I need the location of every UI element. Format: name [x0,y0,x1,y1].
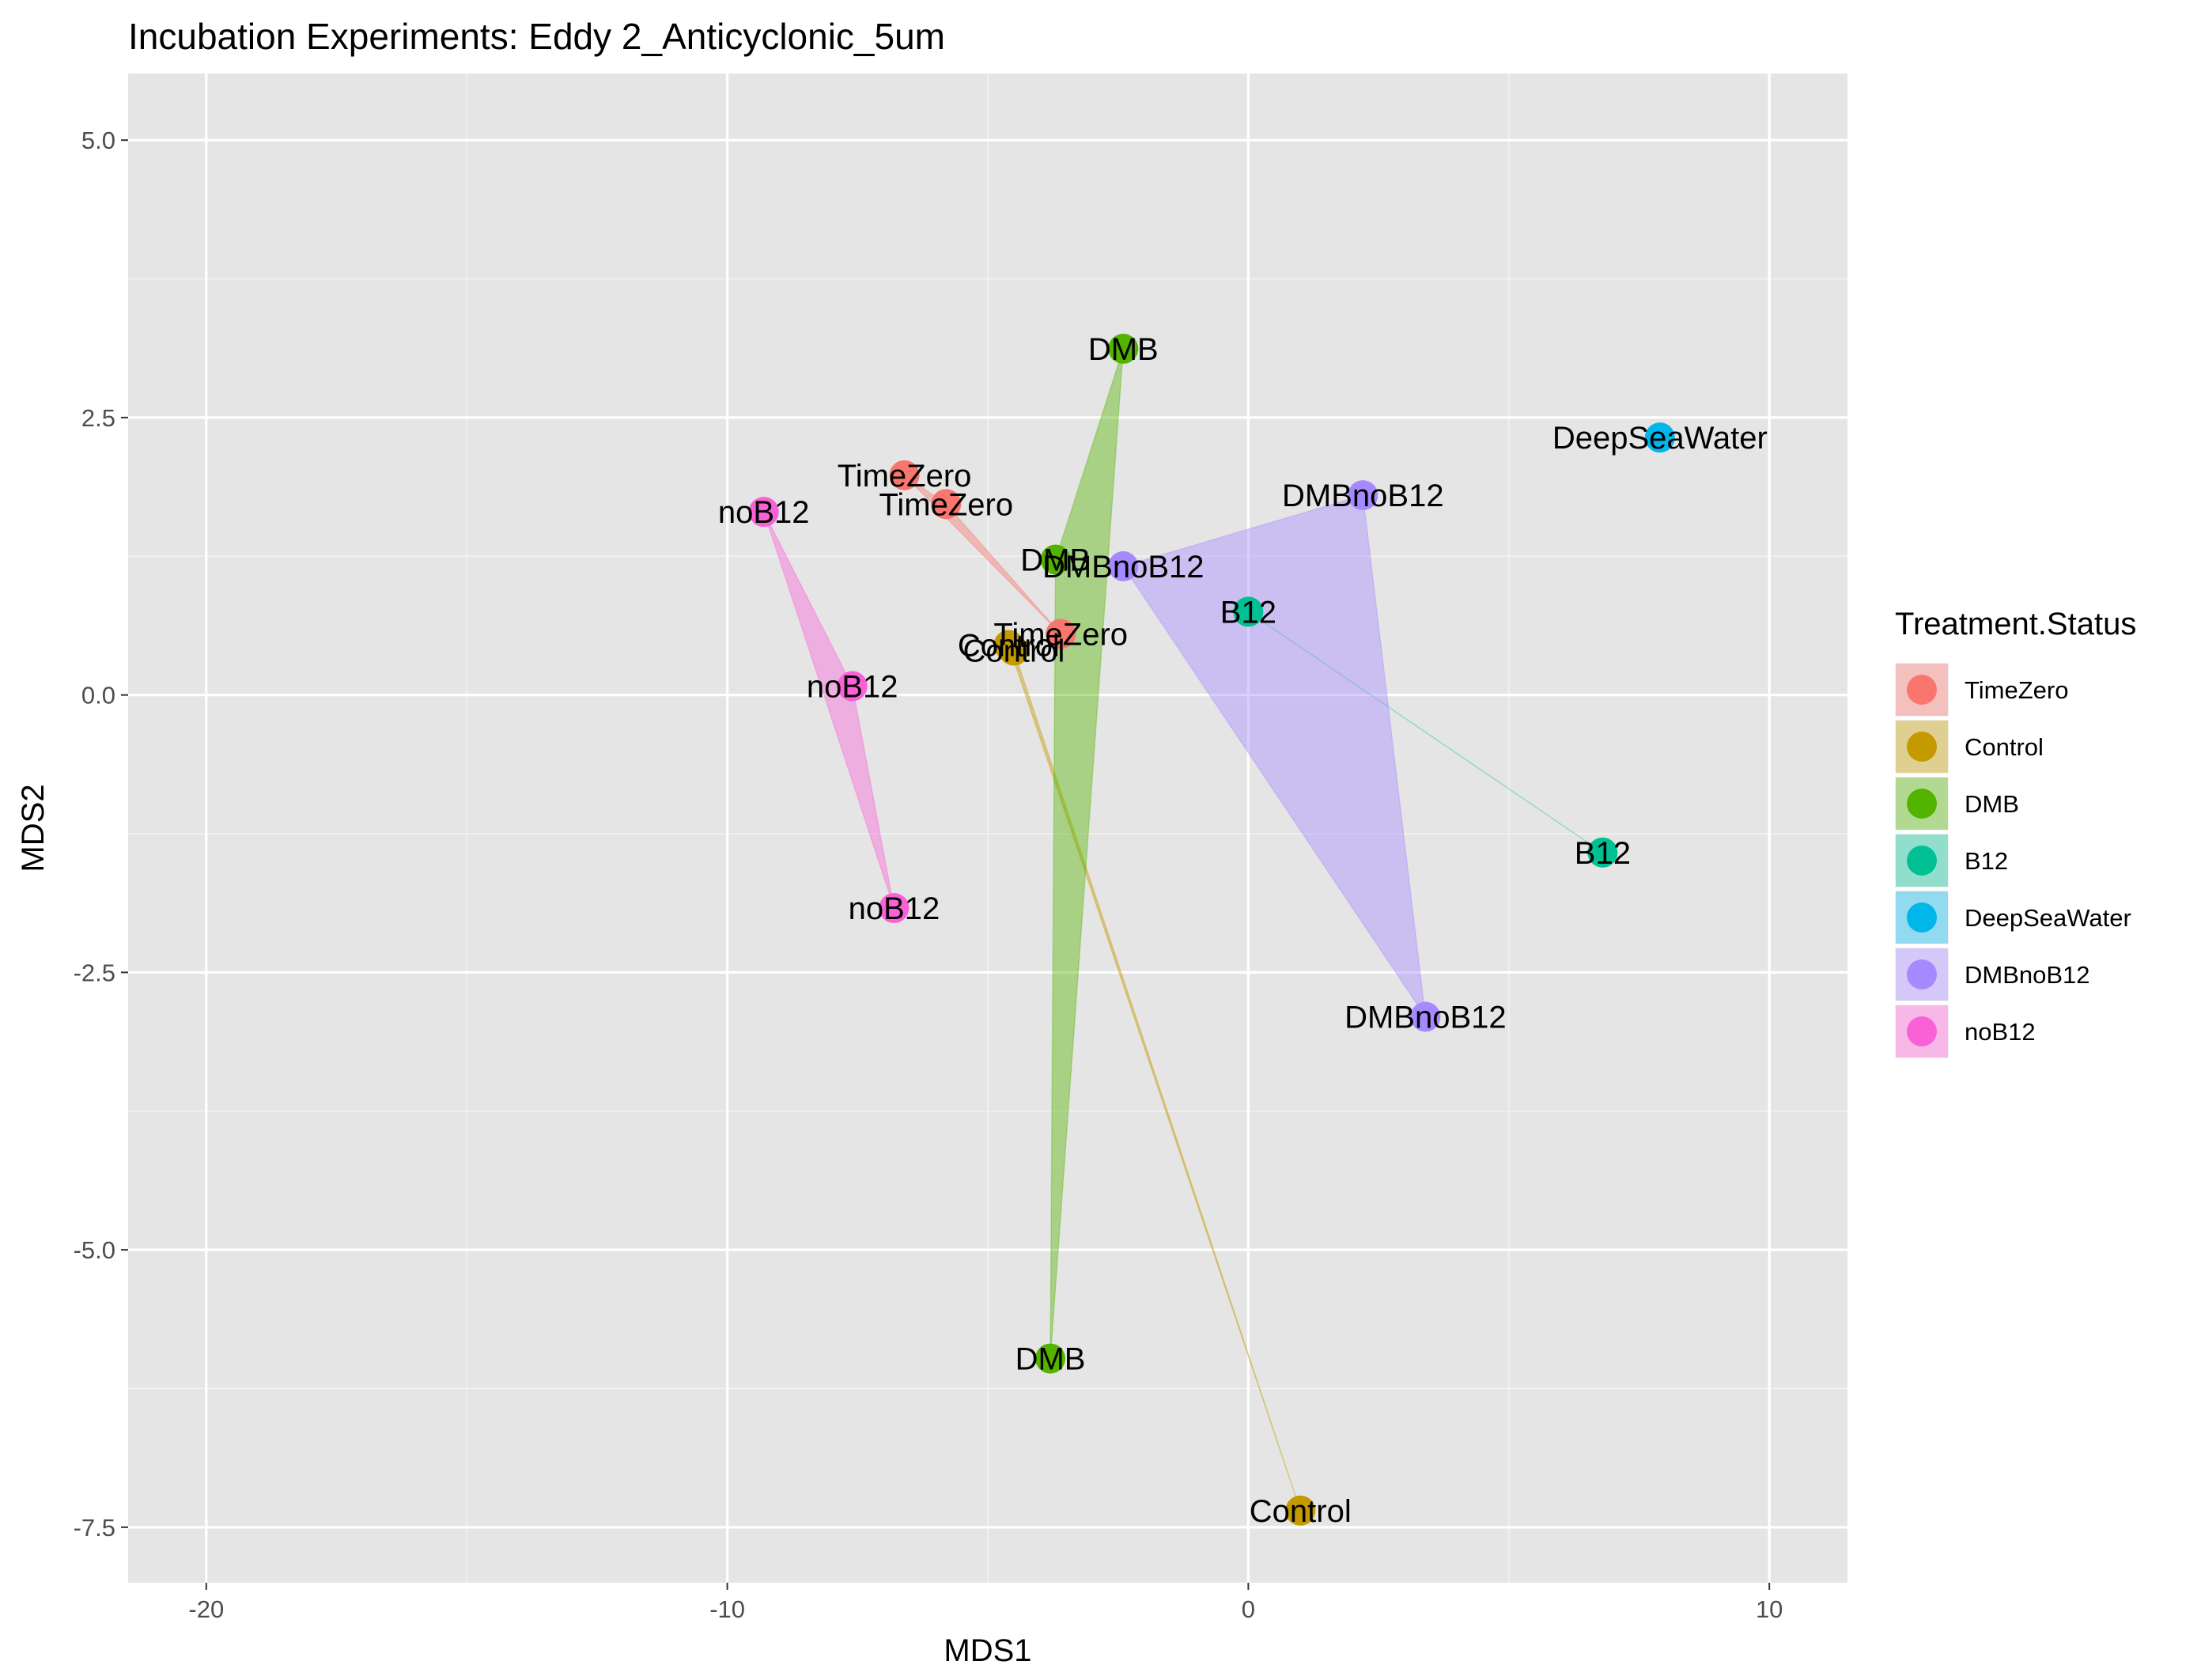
point-label-dmb: DMB [1088,332,1159,367]
y-tick-label: -7.5 [74,1514,115,1542]
x-tick-label: -10 [709,1595,745,1623]
y-tick-label: 5.0 [81,127,115,154]
x-tick-label: 10 [1756,1595,1783,1623]
x-axis-title: MDS1 [944,1633,1031,1668]
point-label-nob12: noB12 [849,891,940,926]
point-label-dmbnob12: DMBnoB12 [1042,550,1204,585]
legend-key-point [1907,675,1937,705]
point-nob12 [748,497,779,528]
y-tick-label: -2.5 [74,959,115,986]
x-tick-label: -20 [188,1595,224,1623]
point-b12 [1587,837,1618,868]
legend-key-point [1907,846,1937,876]
point-labels: TimeZeroTimeZeroTimeZeroControlControlCo… [718,332,1768,1529]
point-label-nob12: noB12 [807,669,898,704]
point-label-timezero: TimeZero [993,617,1128,652]
point-label-dmb: DMB [1015,1342,1086,1377]
point-timezero [931,489,962,520]
chart-title: Incubation Experiments: Eddy 2_Anticyclo… [128,16,945,57]
point-control [998,635,1029,666]
legend-key-point [1907,789,1937,819]
point-control [1285,1495,1316,1526]
point-dmb [1108,333,1139,364]
y-tick-label: -5.0 [74,1236,115,1264]
legend-label-dmbnob12: DMBnoB12 [1965,961,2090,989]
legend-title: Treatment.Status [1895,607,2136,641]
y-axis-ticks: -7.5 -5.0 -2.5 0.0 2.5 5.0 [74,127,128,1542]
point-dmbnob12 [1348,480,1378,511]
point-label-dmbnob12: DMBnoB12 [1282,479,1444,513]
point-b12 [1233,596,1264,627]
point-nob12 [879,893,910,924]
point-label-b12: B12 [1575,836,1631,871]
x-axis-ticks: -20 -10 0 10 [188,1583,1783,1623]
legend-label-b12: B12 [1965,847,2008,875]
point-label-timezero: TimeZero [838,459,972,494]
legend-key-point [1907,732,1937,762]
legend-label-dmb: DMB [1965,790,2019,818]
legend-label-control: Control [1965,733,2044,761]
legend-key-point [1907,902,1937,933]
point-label-control: Control [1250,1494,1352,1529]
legend-label-deepseawater: DeepSeaWater [1965,904,2131,932]
point-timezero [889,460,920,490]
grid-major [128,74,1847,1583]
points [748,333,1675,1526]
hull-nob12 [763,511,895,909]
hulls [763,348,1603,1512]
hull-dmb [1049,348,1125,1359]
legend-label-nob12: noB12 [1965,1018,2036,1046]
point-timezero [1046,619,1076,649]
legend-label-timezero: TimeZero [1965,676,2068,704]
point-dmbnob12 [1410,1001,1441,1032]
grid-minor [128,74,1847,1583]
point-label-dmbnob12: DMBnoB12 [1344,1001,1507,1035]
legend-key-point [1907,959,1937,989]
y-tick-label: 0.0 [81,682,115,709]
point-nob12 [837,671,868,702]
point-label-nob12: noB12 [718,495,810,530]
point-label-control: Control [958,629,1060,664]
point-dmb [1035,1343,1066,1374]
hull-timezero [904,475,1061,635]
point-label-timezero: TimeZero [879,487,1013,522]
legend-items: TimeZero Control DMB B12 DeepSeaWater DMBnoB1… [1895,663,2131,1058]
y-tick-label: 2.5 [81,404,115,432]
legend: Treatment.Status TimeZero Control DMB B12 De… [1895,607,2136,1058]
point-label-deepseawater: DeepSeaWater [1552,421,1768,456]
point-label-dmb: DMB [1020,543,1091,577]
point-label-control: Control [962,634,1065,669]
point-label-b12: B12 [1220,595,1276,630]
point-deepseawater [1644,422,1675,453]
point-dmbnob12 [1108,551,1139,581]
hull-dmbnob12 [1122,494,1427,1017]
point-dmb [1040,544,1071,575]
legend-key-point [1907,1016,1937,1046]
x-tick-label: 0 [1242,1595,1255,1623]
y-axis-title: MDS2 [16,784,51,872]
